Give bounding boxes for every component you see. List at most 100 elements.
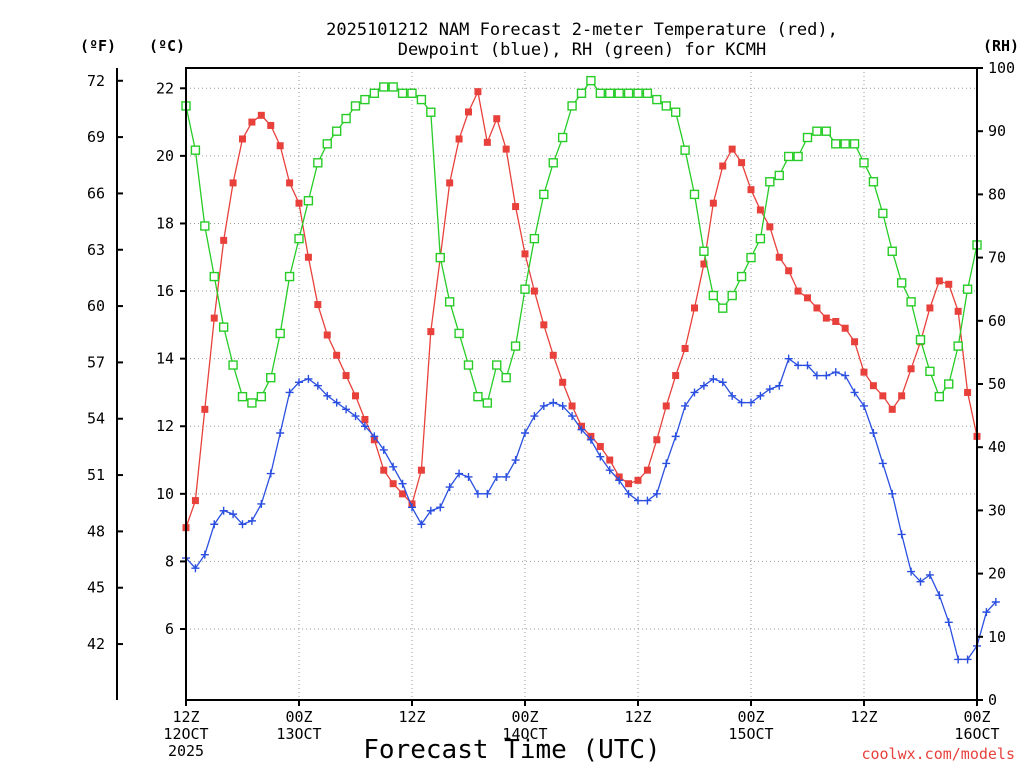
rh-point (774, 170, 784, 181)
rh-point (783, 151, 794, 162)
fahrenheit-tick-label: 48 (87, 522, 105, 540)
dewpoint-point (229, 510, 238, 519)
temperature-point (483, 138, 491, 146)
temperature-point (898, 392, 906, 400)
rh-point (284, 271, 295, 282)
dewpoint-point (238, 520, 247, 529)
rh-point (821, 126, 832, 136)
dewpoint-point (624, 489, 633, 498)
temperature-point (333, 351, 341, 359)
temperature-point (502, 145, 510, 153)
rh-point (360, 94, 370, 105)
rh-point (539, 189, 549, 200)
temperature-point (738, 159, 746, 167)
temperature-point (239, 135, 246, 143)
rh-point (689, 189, 700, 200)
temperature-point (465, 108, 472, 116)
dewpoint-point (295, 378, 303, 387)
temperature-point (841, 324, 849, 332)
x-tick-label: 12Z (850, 708, 877, 726)
rh-point (520, 284, 530, 294)
chart-title-line-2: Dewpoint (blue), RH (green) for KCMH (398, 40, 766, 60)
dewpoint-point (860, 401, 868, 410)
temperature-point (446, 179, 454, 187)
rh-point (454, 328, 464, 339)
dewpoint-point (276, 429, 285, 438)
temperature-point (794, 287, 802, 295)
temperature-point (954, 307, 962, 315)
celsius-tick-label: 18 (156, 214, 174, 232)
temperature-point (888, 405, 896, 413)
dewpoint-point (747, 398, 755, 407)
rh-point (831, 139, 841, 149)
rh-point (190, 145, 201, 155)
rh-tick-label: 40 (988, 438, 1006, 456)
rh-tick-label: 60 (988, 312, 1006, 330)
temperature-point (210, 314, 218, 322)
rh-point (840, 139, 850, 149)
rh-point (906, 297, 916, 307)
dewpoint-line (185, 357, 997, 661)
temperature-point (869, 382, 877, 390)
dewpoint-point (634, 496, 642, 505)
rh-point (718, 303, 728, 313)
dewpoint-point (521, 429, 529, 438)
dewpoint-point (775, 381, 784, 390)
rh-tick-label: 90 (988, 122, 1006, 140)
rh-point (388, 82, 398, 92)
rh-point (473, 391, 483, 402)
x-tick-label: 00Z (511, 708, 538, 726)
celsius-tick-label: 8 (165, 552, 174, 570)
dewpoint-point (878, 459, 887, 468)
temperature-point (380, 466, 388, 474)
rh-point (944, 379, 954, 389)
dewpoint-point (803, 361, 812, 370)
dewpoint-point (681, 401, 690, 410)
dewpoint-point (935, 591, 944, 600)
dewpoint-point (888, 489, 897, 498)
temperature-point (191, 497, 199, 505)
dewpoint-point (379, 445, 388, 454)
dewpoint-point (285, 388, 294, 397)
dewpoint-point (351, 412, 360, 421)
dewpoint-point (615, 476, 624, 485)
rh-point (322, 139, 332, 149)
temperature-point (530, 287, 538, 295)
temperature-point (681, 345, 689, 353)
chart-title-line-1: 2025101212 NAM Forecast 2-meter Temperat… (326, 20, 838, 40)
dewpoint-point (247, 516, 256, 525)
temperature-point (935, 277, 943, 285)
data-series (181, 75, 1000, 664)
dewpoint-point (549, 398, 558, 407)
rh-point (699, 246, 709, 256)
temperature-series (182, 88, 981, 532)
celsius-unit-label: (ºC) (149, 37, 185, 55)
x-tick-label: 12Z (172, 708, 199, 726)
rh-point (426, 107, 436, 117)
rh-point (586, 75, 596, 86)
dewpoint-point (897, 530, 906, 539)
temperature-point (756, 206, 764, 214)
celsius-tick-label: 22 (156, 79, 174, 97)
rh-point (887, 246, 897, 256)
dewpoint-point (954, 655, 963, 664)
temperature-point (455, 135, 463, 143)
temperature-point (700, 260, 708, 268)
dewpoint-point (511, 456, 520, 465)
rh-point (793, 151, 803, 162)
temperature-point (662, 402, 670, 410)
rh-point (482, 398, 493, 408)
temperature-point (634, 476, 642, 484)
rh-point (896, 278, 907, 288)
rh-point (755, 233, 766, 244)
temperature-point (747, 186, 755, 194)
rh-point (925, 366, 935, 377)
rh-point (416, 94, 427, 105)
temperature-point (427, 328, 435, 336)
temperature-line (185, 89, 978, 528)
temperature-point (766, 223, 774, 231)
dewpoint-point (539, 401, 548, 410)
dewpoint-point (671, 432, 680, 441)
